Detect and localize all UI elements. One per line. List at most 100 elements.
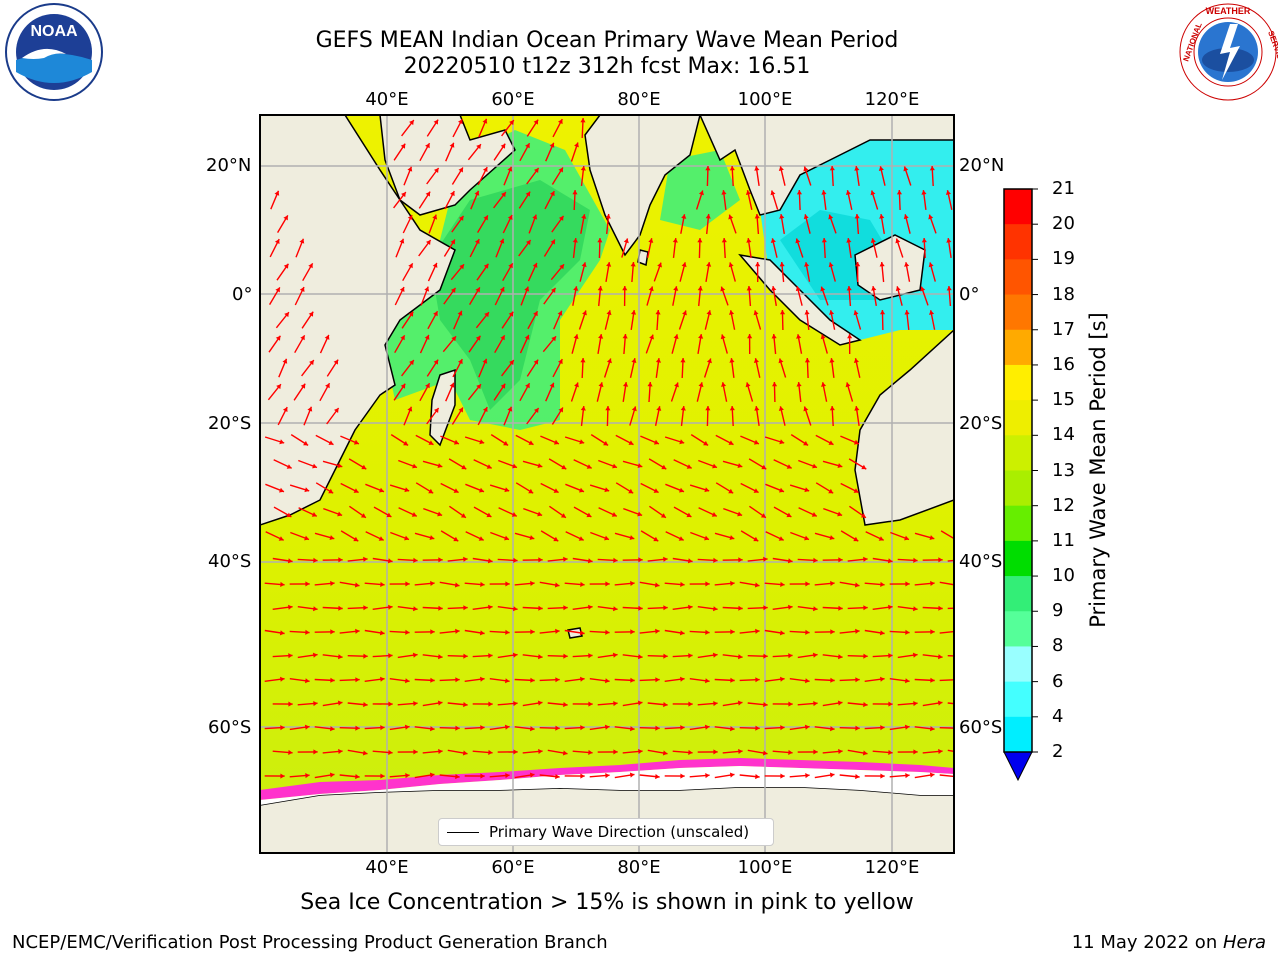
wave-arrow-head	[879, 214, 885, 219]
wave-arrow-head	[454, 582, 460, 588]
wave-arrow-head	[355, 628, 360, 634]
lon-tick-top-40: 40°E	[365, 89, 409, 110]
wave-arrow-head	[580, 358, 586, 363]
lat-tick-right-60s: 60°S	[959, 717, 1003, 738]
wave-arrow-head	[378, 536, 384, 541]
wave-arrow-head	[580, 118, 586, 123]
wave-arrow-head	[388, 604, 393, 610]
wave-arrow-head	[845, 382, 851, 388]
colorbar-tick-label: 20	[1052, 213, 1075, 235]
wave-arrow-head	[330, 726, 335, 732]
wave-arrow-head	[698, 382, 704, 388]
wave-arrow-head	[648, 286, 654, 292]
wave-arrow-head	[656, 406, 662, 411]
wave-arrow-head	[425, 143, 430, 149]
wave-arrow-head	[770, 238, 776, 243]
wave-arrow-head	[761, 464, 767, 470]
wave-arrow-head	[578, 536, 584, 541]
wave-arrow-head	[480, 676, 485, 682]
colorbar	[1003, 188, 1038, 782]
wave-arrow-head	[706, 262, 712, 267]
wave-arrow-head	[763, 653, 768, 659]
wave-arrow-head	[655, 358, 661, 363]
colorbar-tick-label: 15	[1052, 389, 1075, 411]
wave-arrow-head	[449, 142, 455, 148]
wave-arrow-head	[288, 701, 293, 707]
wave-arrow-head	[458, 119, 463, 125]
wave-arrow-head	[553, 488, 559, 493]
wave-arrow-head	[284, 312, 289, 318]
wave-arrow-head	[379, 630, 385, 636]
wave-arrow-head	[846, 286, 852, 291]
wave-arrow-head	[280, 725, 285, 731]
wave-arrow-head	[821, 190, 827, 195]
wave-arrow-head	[813, 606, 818, 612]
wave-arrow-head	[713, 557, 718, 563]
wave-arrow-head	[829, 406, 835, 411]
wave-arrow-head	[450, 287, 456, 293]
wave-arrow-head	[795, 286, 801, 292]
lon-tick-top-120: 120°E	[864, 89, 920, 110]
wave-arrow-head	[463, 702, 468, 708]
wave-arrow-head	[558, 215, 564, 221]
colorbar-segment	[1004, 681, 1032, 718]
wave-arrow-head	[680, 773, 685, 779]
wave-arrow-head	[828, 488, 834, 494]
wave-arrow-head	[930, 677, 935, 683]
wave-arrow-head	[528, 440, 534, 445]
wave-arrow-head	[504, 724, 510, 730]
wave-arrow-head	[830, 580, 835, 586]
wave-arrow-head	[863, 702, 868, 708]
wave-arrow-head	[462, 750, 468, 756]
wave-arrow-head	[663, 702, 668, 708]
wave-arrow-head	[928, 262, 934, 268]
wave-arrow-head	[955, 214, 960, 219]
wave-arrow-head	[303, 440, 309, 446]
wave-arrow-head	[705, 406, 711, 411]
wave-arrow-head	[673, 334, 679, 340]
wave-arrow-head	[728, 440, 734, 445]
wave-arrow-head	[538, 654, 543, 660]
wave-arrow-head	[579, 439, 585, 445]
wave-arrow-head	[309, 360, 314, 366]
wave-arrow-head	[430, 580, 435, 586]
wave-arrow-head	[760, 513, 766, 518]
wave-arrow-head	[430, 677, 435, 683]
wave-arrow-head	[463, 653, 468, 659]
wave-arrow-head	[929, 772, 935, 778]
wave-arrow-head	[905, 773, 910, 779]
sea-ice-caption: Sea Ice Concentration > 15% is shown in …	[300, 890, 914, 915]
wave-arrow-head	[854, 406, 860, 411]
wave-arrow-head	[329, 772, 335, 778]
wave-arrow-head	[500, 383, 506, 389]
wave-arrow-head	[678, 536, 684, 541]
wave-arrow-head	[613, 606, 618, 612]
wave-arrow-head	[705, 166, 711, 171]
wave-arrow-head	[274, 190, 280, 196]
wave-arrow-head	[937, 700, 943, 706]
wave-arrow-head	[945, 190, 951, 195]
wave-arrow-head	[461, 464, 467, 470]
wave-arrow-head	[437, 700, 443, 706]
wave-arrow-head	[512, 463, 517, 469]
colorbar-tick-label: 9	[1052, 600, 1064, 622]
wave-arrow-head	[286, 464, 292, 469]
wave-arrow-head	[557, 310, 563, 316]
wave-arrow-head	[558, 407, 563, 413]
wave-arrow-head	[549, 142, 555, 148]
wave-arrow-head	[905, 581, 910, 587]
noaa-logo-text: NOAA	[30, 23, 78, 40]
wave-arrow-head	[513, 557, 518, 563]
wave-arrow-head	[829, 535, 835, 540]
colorbar-tick-label: 2	[1052, 741, 1064, 762]
wave-arrow-head	[282, 358, 288, 364]
wave-arrow-head	[488, 653, 493, 659]
wave-arrow-head	[686, 512, 692, 518]
wave-arrow-head	[558, 167, 563, 173]
wave-arrow-head	[779, 439, 785, 445]
wave-arrow-head	[458, 407, 463, 413]
wave-arrow-head	[505, 773, 510, 779]
wave-arrow-head	[653, 439, 659, 445]
wave-arrow-head	[803, 406, 809, 412]
